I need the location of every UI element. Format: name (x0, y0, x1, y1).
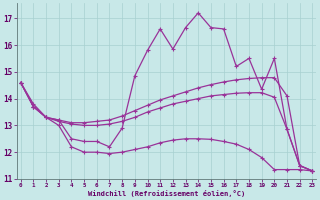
X-axis label: Windchill (Refroidissement éolien,°C): Windchill (Refroidissement éolien,°C) (88, 190, 245, 197)
